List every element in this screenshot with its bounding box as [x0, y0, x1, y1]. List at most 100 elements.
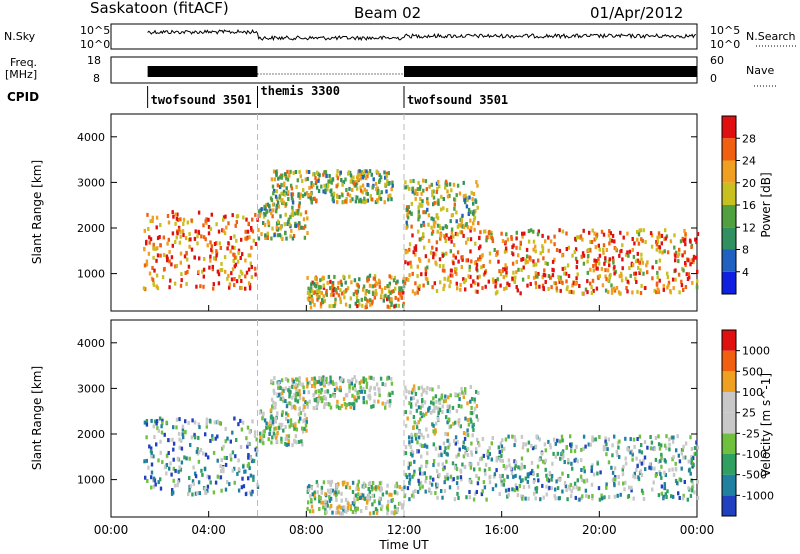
colorbar-label-1: 500 [742, 365, 763, 378]
range-cell [170, 255, 174, 260]
range-cell [636, 437, 639, 441]
range-cell [369, 298, 372, 303]
range-cell [273, 233, 276, 238]
range-cell [534, 271, 537, 276]
cpid-segment-0: twofsound 3501 [151, 93, 252, 107]
range-cell [264, 233, 267, 238]
range-cell [527, 229, 531, 234]
range-cell [680, 451, 683, 456]
range-cell [470, 419, 473, 424]
range-cell [559, 456, 562, 461]
range-cell [386, 284, 389, 288]
range-cell [306, 291, 310, 295]
range-cell [313, 376, 316, 381]
range-cell [654, 457, 658, 462]
range-cell [641, 260, 644, 265]
range-cell [241, 252, 244, 257]
range-cell [420, 464, 423, 469]
range-cell [284, 231, 287, 236]
range-cell [414, 402, 418, 407]
range-cell [466, 258, 470, 263]
range-cell [444, 431, 447, 436]
range-cell [499, 283, 502, 288]
range-cell [355, 493, 358, 498]
range-cell [584, 444, 587, 449]
range-cell [424, 272, 427, 277]
range-cell [633, 471, 636, 476]
range-cell [590, 465, 593, 470]
range-cell [413, 291, 417, 296]
range-cell [332, 288, 335, 293]
range-cell [224, 487, 228, 492]
range-cell [278, 422, 281, 427]
range-cell [358, 277, 361, 282]
range-cell [306, 485, 310, 490]
range-cell [476, 275, 479, 280]
range-cell [310, 184, 313, 189]
range-cell [298, 195, 302, 200]
range-cell [409, 410, 412, 415]
range-cell [316, 380, 319, 384]
range-cell [677, 491, 680, 496]
range-cell [417, 180, 420, 185]
range-cell [279, 425, 282, 430]
range-cell [316, 289, 319, 293]
range-cell [291, 236, 295, 241]
range-cell [387, 289, 391, 294]
range-cell [351, 480, 355, 485]
range-cell [378, 481, 382, 486]
range-cell [465, 432, 468, 437]
range-cell [446, 189, 449, 194]
range-cell [357, 492, 360, 497]
range-cell [180, 460, 184, 465]
range-cell [148, 444, 151, 449]
range-cell [563, 266, 567, 271]
range-cell [262, 430, 265, 435]
range-cell [193, 420, 197, 425]
range-cell [272, 431, 276, 436]
range-cell [145, 239, 148, 244]
range-cell [457, 496, 460, 500]
range-cell [351, 197, 354, 202]
range-cell [204, 237, 207, 242]
range-cell [280, 198, 283, 203]
range-cell [416, 489, 420, 494]
range-cell [254, 266, 257, 271]
range-cell [309, 300, 312, 305]
range-cell [278, 397, 282, 401]
range-cell [393, 504, 397, 509]
range-cell [435, 262, 438, 267]
range-cell [639, 291, 643, 295]
range-cell [368, 511, 372, 516]
range-cell [664, 473, 667, 477]
range-cell [275, 203, 279, 208]
range-cell [175, 235, 178, 240]
range-cell [681, 447, 684, 452]
range-cell [504, 263, 507, 268]
range-cell [320, 490, 324, 495]
range-cell [404, 385, 407, 390]
range-cell [271, 202, 275, 207]
colorbar-label-0: 4 [742, 266, 749, 279]
range-cell [332, 382, 335, 386]
range-cell [604, 439, 607, 444]
range-cell [253, 434, 257, 439]
range-cell [285, 186, 288, 191]
range-cell [474, 198, 477, 203]
range-cell [316, 297, 319, 302]
range-cell [334, 288, 337, 292]
range-cell [512, 270, 515, 275]
range-cell [325, 376, 328, 381]
range-cell [532, 229, 535, 234]
range-cell [250, 275, 254, 280]
range-cell [368, 396, 372, 401]
range-cell [397, 303, 400, 308]
range-cell [147, 465, 150, 470]
range-cell [240, 286, 243, 291]
range-cell [250, 458, 254, 463]
range-cell [307, 193, 310, 197]
range-cell [638, 434, 642, 439]
range-cell [166, 241, 169, 246]
range-cell [451, 273, 454, 278]
range-cell [439, 226, 442, 231]
